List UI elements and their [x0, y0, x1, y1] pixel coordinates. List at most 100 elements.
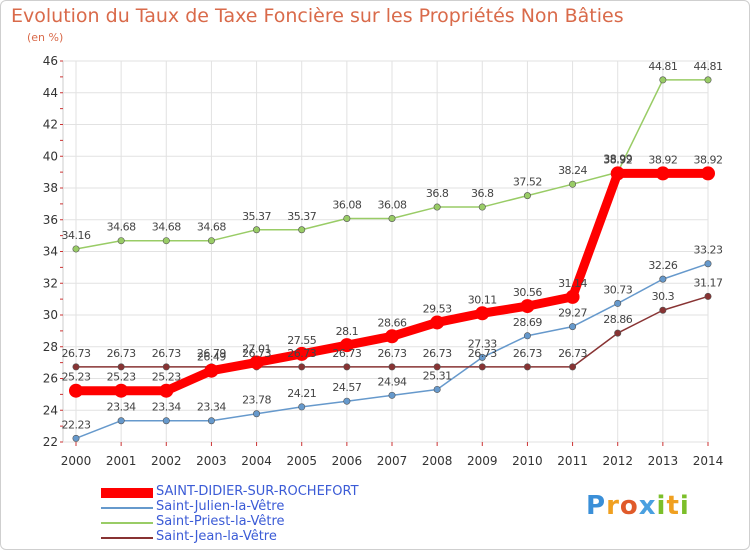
- data-label: 38.99: [603, 152, 632, 165]
- data-label: 31.14: [558, 277, 587, 290]
- data-label: 26.73: [423, 347, 452, 360]
- data-label: 29.27: [558, 307, 587, 320]
- y-tick-label: 42: [43, 118, 58, 132]
- data-label: 26.73: [287, 347, 316, 360]
- data-point: [433, 385, 441, 393]
- data-label: 36.08: [332, 198, 361, 211]
- data-label: 30.56: [513, 286, 542, 299]
- logo-letter: P: [586, 491, 607, 521]
- data-label: 26.73: [332, 347, 361, 360]
- data-label: 26.79: [197, 347, 226, 360]
- y-tick-label: 28: [43, 340, 58, 354]
- data-label: 37.52: [513, 176, 542, 189]
- data-label: 26.73: [62, 347, 91, 360]
- data-point: [385, 329, 399, 344]
- data-point: [520, 299, 535, 314]
- data-point: [704, 76, 712, 84]
- legend-label: SAINT-DIDIER-SUR-ROCHEFORT: [156, 484, 359, 499]
- data-label: 36.08: [378, 198, 407, 211]
- data-point: [655, 166, 670, 181]
- y-tick-label: 34: [43, 245, 58, 259]
- y-tick-label: 46: [43, 54, 58, 68]
- data-point: [433, 363, 441, 371]
- data-point: [478, 203, 486, 211]
- data-point: [523, 332, 531, 340]
- data-point: [701, 166, 715, 181]
- y-tick-label: 24: [43, 403, 58, 417]
- x-tick-label: 2004: [241, 454, 272, 468]
- data-point: [162, 237, 170, 245]
- data-point: [704, 292, 712, 300]
- data-label: 35.37: [242, 210, 271, 223]
- x-tick-label: 2014: [693, 454, 724, 468]
- data-label: 28.69: [513, 316, 542, 329]
- data-label: 25.23: [152, 371, 181, 384]
- legend-swatch: [101, 507, 153, 509]
- data-point: [523, 192, 531, 200]
- data-label: 26.73: [378, 347, 407, 360]
- data-point: [204, 363, 219, 378]
- y-tick-label: 30: [43, 308, 58, 322]
- data-label: 32.26: [648, 259, 677, 272]
- y-tick-label: 26: [43, 372, 58, 386]
- x-tick-label: 2010: [512, 454, 543, 468]
- logo-letter: x: [638, 491, 657, 521]
- data-label: 38.92: [648, 153, 677, 166]
- x-tick-label: 2007: [377, 454, 408, 468]
- data-label: 31.17: [694, 276, 723, 289]
- y-tick-label: 22: [43, 435, 58, 449]
- logo-letter: i: [679, 491, 690, 521]
- data-label: 27.55: [287, 334, 316, 347]
- data-point: [117, 417, 125, 425]
- data-point: [569, 363, 577, 371]
- y-tick-label: 44: [43, 86, 58, 100]
- legend-swatch: [101, 522, 153, 524]
- x-tick-label: 2008: [422, 454, 453, 468]
- data-label: 26.73: [152, 347, 181, 360]
- data-label: 23.34: [197, 401, 226, 414]
- data-point: [159, 383, 174, 398]
- data-label: 24.57: [332, 381, 361, 394]
- data-label: 26.73: [558, 347, 587, 360]
- data-label: 28.86: [603, 313, 632, 326]
- data-point: [569, 180, 577, 188]
- data-point: [610, 166, 625, 181]
- data-point: [207, 237, 215, 245]
- data-point: [298, 363, 306, 371]
- x-tick-label: 2001: [106, 454, 137, 468]
- data-point: [565, 289, 580, 304]
- y-tick-label: 38: [43, 181, 58, 195]
- data-point: [298, 226, 306, 234]
- data-label: 44.81: [694, 60, 723, 73]
- y-tick-label: 36: [43, 213, 58, 227]
- x-tick-label: 2006: [332, 454, 363, 468]
- data-point: [253, 226, 261, 234]
- data-label: 38.24: [558, 164, 587, 177]
- data-point: [614, 299, 622, 307]
- data-label: 36.8: [471, 187, 494, 200]
- data-label: 23.34: [152, 401, 181, 414]
- legend-label: Saint-Julien-la-Vêtre: [156, 499, 285, 514]
- data-label: 44.81: [648, 60, 677, 73]
- data-label: 36.8: [426, 187, 449, 200]
- data-label: 28.66: [378, 316, 407, 329]
- x-tick-label: 2009: [467, 454, 498, 468]
- data-point: [388, 391, 396, 399]
- legend-swatch: [101, 488, 153, 498]
- data-label: 34.68: [197, 221, 226, 234]
- data-point: [388, 214, 396, 222]
- data-label: 30.11: [468, 293, 497, 306]
- data-label: 26.73: [468, 347, 497, 360]
- data-point: [117, 363, 125, 371]
- logo-letter: r: [606, 491, 620, 521]
- data-label: 26.49: [197, 351, 226, 364]
- data-label: 30.3: [652, 290, 675, 303]
- data-point: [614, 329, 622, 337]
- data-point: [475, 306, 490, 321]
- data-point: [659, 306, 667, 314]
- data-label: 29.53: [423, 302, 452, 315]
- data-point: [207, 417, 215, 425]
- data-point: [478, 363, 486, 371]
- data-label: 25.31: [423, 369, 452, 382]
- data-label: 33.23: [694, 244, 723, 257]
